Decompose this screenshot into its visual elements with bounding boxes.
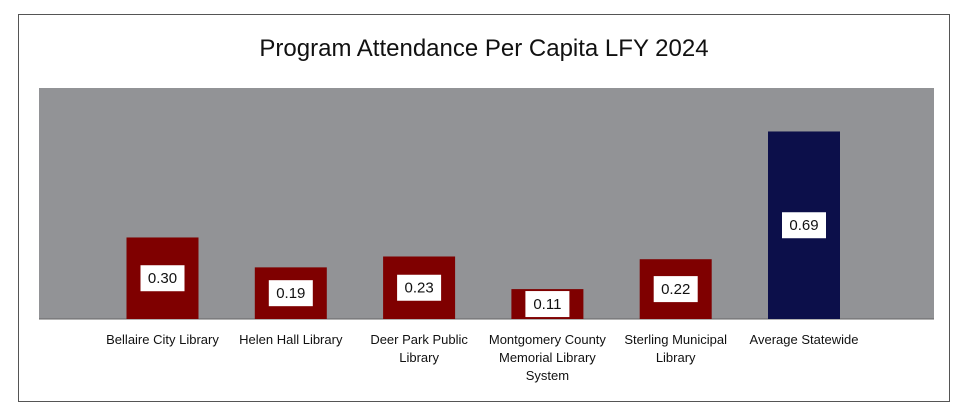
data-label-1: 0.19	[276, 285, 305, 302]
category-label-0: Bellaire City Library	[106, 332, 219, 347]
chart-title: Program Attendance Per Capita LFY 2024	[259, 35, 709, 62]
category-label-2: Deer Park Public Library	[370, 332, 468, 365]
data-label-3: 0.11	[533, 296, 561, 313]
chart-svg: 0.30 0.19 0.23 0.11 0.22 0.69	[39, 88, 934, 320]
data-label-box-5	[782, 212, 826, 239]
data-label-box-0	[140, 265, 185, 292]
data-label-5: 0.69	[789, 217, 818, 234]
category-label-3: Montgomery County Memorial Library Syste…	[488, 332, 606, 383]
category-label-1: Helen Hall Library	[239, 332, 343, 347]
chart-frame: Program Attendance Per Capita LFY 2024 0…	[18, 14, 950, 402]
category-label-4: Sterling Municipal Library	[624, 332, 727, 365]
data-label-2: 0.23	[404, 280, 433, 297]
data-label-box-1	[268, 280, 313, 307]
data-label-box-4	[653, 276, 698, 303]
data-label-box-3	[525, 291, 570, 318]
data-label-0: 0.30	[148, 270, 177, 287]
data-label-box-2	[397, 274, 442, 301]
data-label-4: 0.22	[661, 281, 690, 298]
category-label-5: Average Statewide	[749, 332, 859, 347]
